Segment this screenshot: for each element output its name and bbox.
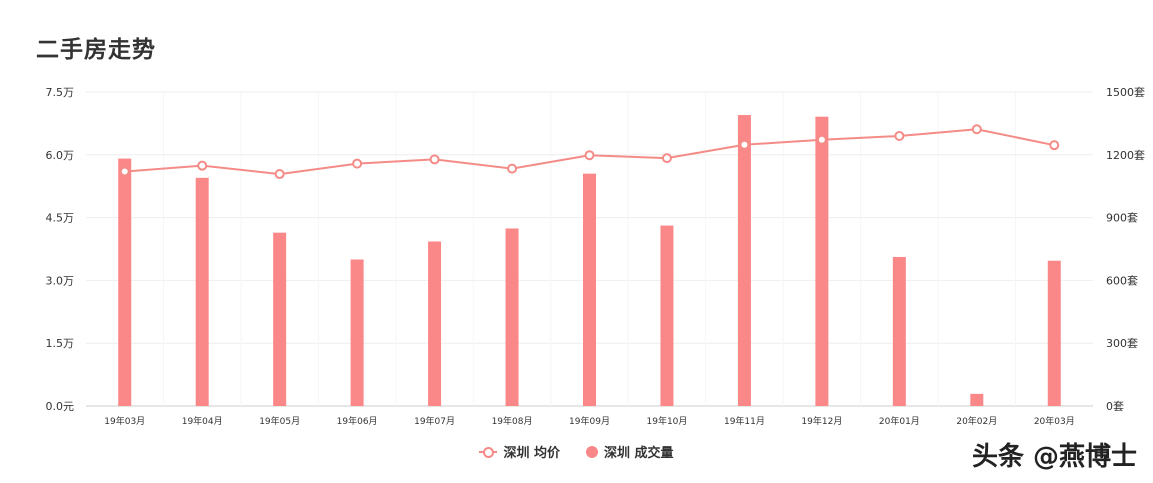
- price-point: [119, 166, 130, 177]
- x-tick-label: 19年12月: [801, 415, 842, 427]
- y-right-tick-label: 0套: [1106, 400, 1124, 413]
- y-right-tick-label: 300套: [1106, 337, 1138, 350]
- legend-item-volume[interactable]: 深圳 成交量: [586, 442, 674, 461]
- line-marker-icon: [479, 446, 498, 458]
- x-tick-label: 19年05月: [259, 415, 300, 427]
- volume-bar: [428, 241, 442, 406]
- price-point: [894, 130, 905, 141]
- x-tick-label: 19年11月: [724, 415, 765, 427]
- line-layer: [119, 124, 1060, 180]
- chart-title: 二手房走势: [36, 37, 156, 63]
- price-point: [274, 169, 285, 180]
- y-right-tick-label: 1500套: [1106, 86, 1145, 99]
- volume-bar: [583, 173, 596, 406]
- volume-bar: [118, 158, 132, 406]
- y-left-tick-label: 0.0元: [46, 400, 75, 413]
- price-point: [197, 160, 208, 171]
- x-tick-label: 19年04月: [182, 415, 223, 427]
- volume-bar: [737, 115, 751, 406]
- volume-bar: [892, 256, 906, 406]
- price-point: [661, 153, 672, 164]
- y-left-tick-label: 3.0万: [46, 274, 75, 287]
- x-tick-label: 19年03月: [104, 415, 145, 427]
- x-tick-label: 19年09月: [569, 415, 610, 427]
- price-point: [816, 134, 827, 145]
- volume-bar: [195, 177, 209, 406]
- x-tick-label: 20年02月: [956, 415, 997, 427]
- legend-label-price: 深圳 均价: [503, 446, 560, 461]
- y-left-tick-label: 1.5万: [46, 337, 75, 350]
- x-tick-label: 20年01月: [879, 415, 920, 427]
- price-point: [584, 150, 595, 161]
- volume-bar: [815, 116, 829, 407]
- price-point: [507, 163, 518, 174]
- x-tick-label: 19年10月: [647, 415, 688, 427]
- legend-item-price[interactable]: 深圳 均价: [479, 442, 560, 461]
- x-tick-label: 19年08月: [492, 415, 533, 427]
- legend-label-volume: 深圳 成交量: [604, 446, 674, 461]
- price-point: [429, 154, 440, 165]
- x-tick-label: 19年06月: [337, 415, 378, 427]
- price-point: [971, 124, 982, 135]
- x-tick-label: 19年07月: [414, 415, 455, 427]
- bar-layer: [118, 115, 1061, 407]
- y-left-tick-label: 6.0万: [46, 149, 75, 162]
- volume-bar: [273, 232, 287, 406]
- y-right-tick-label: 600套: [1106, 274, 1138, 287]
- volume-bar: [1047, 260, 1061, 406]
- volume-bar: [970, 393, 984, 406]
- y-right-tick-label: 900套: [1106, 212, 1138, 225]
- price-point: [352, 158, 363, 169]
- axis-layer: 0.0元 0套 1.5万 300套 3.0万 600套 4.5万 900套 6.0万 1200套 7…: [46, 86, 1146, 427]
- y-left-tick-label: 4.5万: [46, 212, 75, 225]
- watermark: 头条 @燕博士: [971, 442, 1137, 472]
- chart-legend: 深圳 均价 深圳 成交量: [0, 442, 1153, 461]
- price-point: [739, 139, 750, 150]
- price-point: [1049, 140, 1060, 151]
- volume-bar: [660, 225, 674, 406]
- volume-bar: [505, 228, 519, 406]
- y-right-tick-label: 1200套: [1106, 149, 1145, 162]
- y-left-tick-label: 7.5万: [46, 86, 75, 99]
- volume-bar: [350, 259, 364, 406]
- x-tick-label: 20年03月: [1034, 415, 1075, 427]
- circle-marker-icon: [586, 445, 598, 458]
